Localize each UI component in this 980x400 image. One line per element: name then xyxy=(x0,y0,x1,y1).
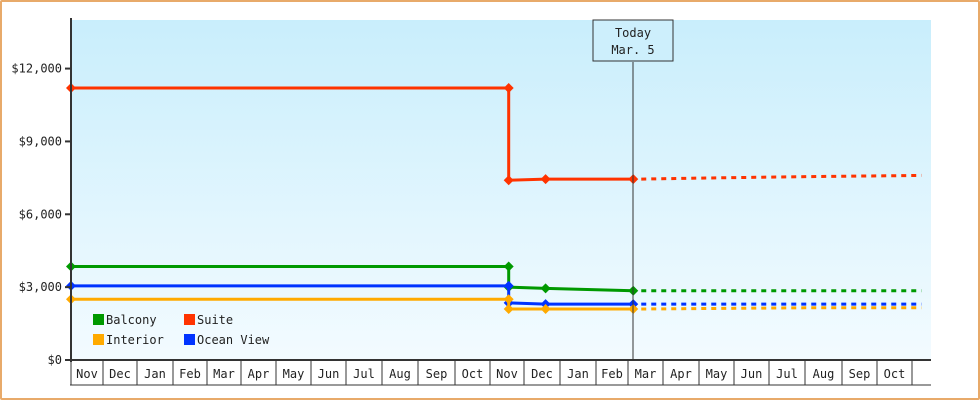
y-tick-label: $12,000 xyxy=(11,62,62,76)
x-tick-label: Jun xyxy=(318,367,340,381)
data-point[interactable] xyxy=(540,174,551,185)
today-label: Today xyxy=(615,26,651,40)
x-tick-label: Dec xyxy=(531,367,553,381)
legend-swatch xyxy=(184,314,195,325)
y-tick-label: $0 xyxy=(48,353,62,367)
x-tick-label: May xyxy=(706,367,728,381)
y-tick-label: $6,000 xyxy=(19,207,62,221)
x-tick-label: Jul xyxy=(353,367,375,381)
legend-label: Balcony xyxy=(106,313,157,327)
legend-label: Suite xyxy=(197,313,233,327)
x-tick-label: Dec xyxy=(109,367,131,381)
legend-label: Interior xyxy=(106,333,164,347)
x-tick-label: May xyxy=(283,367,305,381)
x-tick-label: Sep xyxy=(426,367,448,381)
x-tick-label: Feb xyxy=(179,367,201,381)
x-tick-label: Apr xyxy=(670,367,692,381)
x-tick-label: Apr xyxy=(248,367,270,381)
data-point[interactable] xyxy=(503,175,514,186)
series-interior xyxy=(66,294,922,314)
data-point[interactable] xyxy=(503,261,514,272)
forecast-line xyxy=(641,173,922,181)
x-tick-label: Jul xyxy=(776,367,798,381)
x-tick-label: Aug xyxy=(813,367,835,381)
legend-item-suite[interactable]: Suite xyxy=(184,313,233,327)
x-tick-label: Oct xyxy=(884,367,906,381)
x-tick-label: Mar xyxy=(213,367,235,381)
x-tick-label: Oct xyxy=(462,367,484,381)
y-tick-label: $3,000 xyxy=(19,280,62,294)
legend: Balcony Suite Interior Ocean View xyxy=(93,313,270,347)
x-tick-label: Nov xyxy=(76,367,98,381)
x-tick-label: Jan xyxy=(567,367,589,381)
x-tick-label: Jan xyxy=(144,367,166,381)
x-tick-label: Jun xyxy=(741,367,763,381)
x-tick-label: Feb xyxy=(601,367,623,381)
legend-swatch xyxy=(93,334,104,345)
data-point[interactable] xyxy=(503,304,514,314)
x-tick-label: Sep xyxy=(849,367,871,381)
legend-swatch xyxy=(184,334,195,345)
legend-item-balcony[interactable]: Balcony xyxy=(93,313,157,327)
data-point[interactable] xyxy=(503,280,514,291)
data-point[interactable] xyxy=(540,304,551,314)
data-point[interactable] xyxy=(503,294,514,305)
today-marker: Today Mar. 5 xyxy=(592,19,674,360)
legend-swatch xyxy=(93,314,104,325)
today-date: Mar. 5 xyxy=(611,43,654,57)
x-tick-label: Mar xyxy=(635,367,657,381)
y-tick-label: $9,000 xyxy=(19,134,62,148)
x-tick-label: Nov xyxy=(496,367,518,381)
legend-label: Ocean View xyxy=(197,333,270,347)
legend-item-ocean-view[interactable]: Ocean View xyxy=(184,333,270,347)
forecast-line xyxy=(641,306,922,311)
today-box xyxy=(592,19,674,62)
data-point[interactable] xyxy=(503,83,514,93)
x-tick-label: Aug xyxy=(389,367,411,381)
legend-item-interior[interactable]: Interior xyxy=(93,333,164,347)
data-point[interactable] xyxy=(540,283,551,294)
plot-area xyxy=(71,20,931,360)
